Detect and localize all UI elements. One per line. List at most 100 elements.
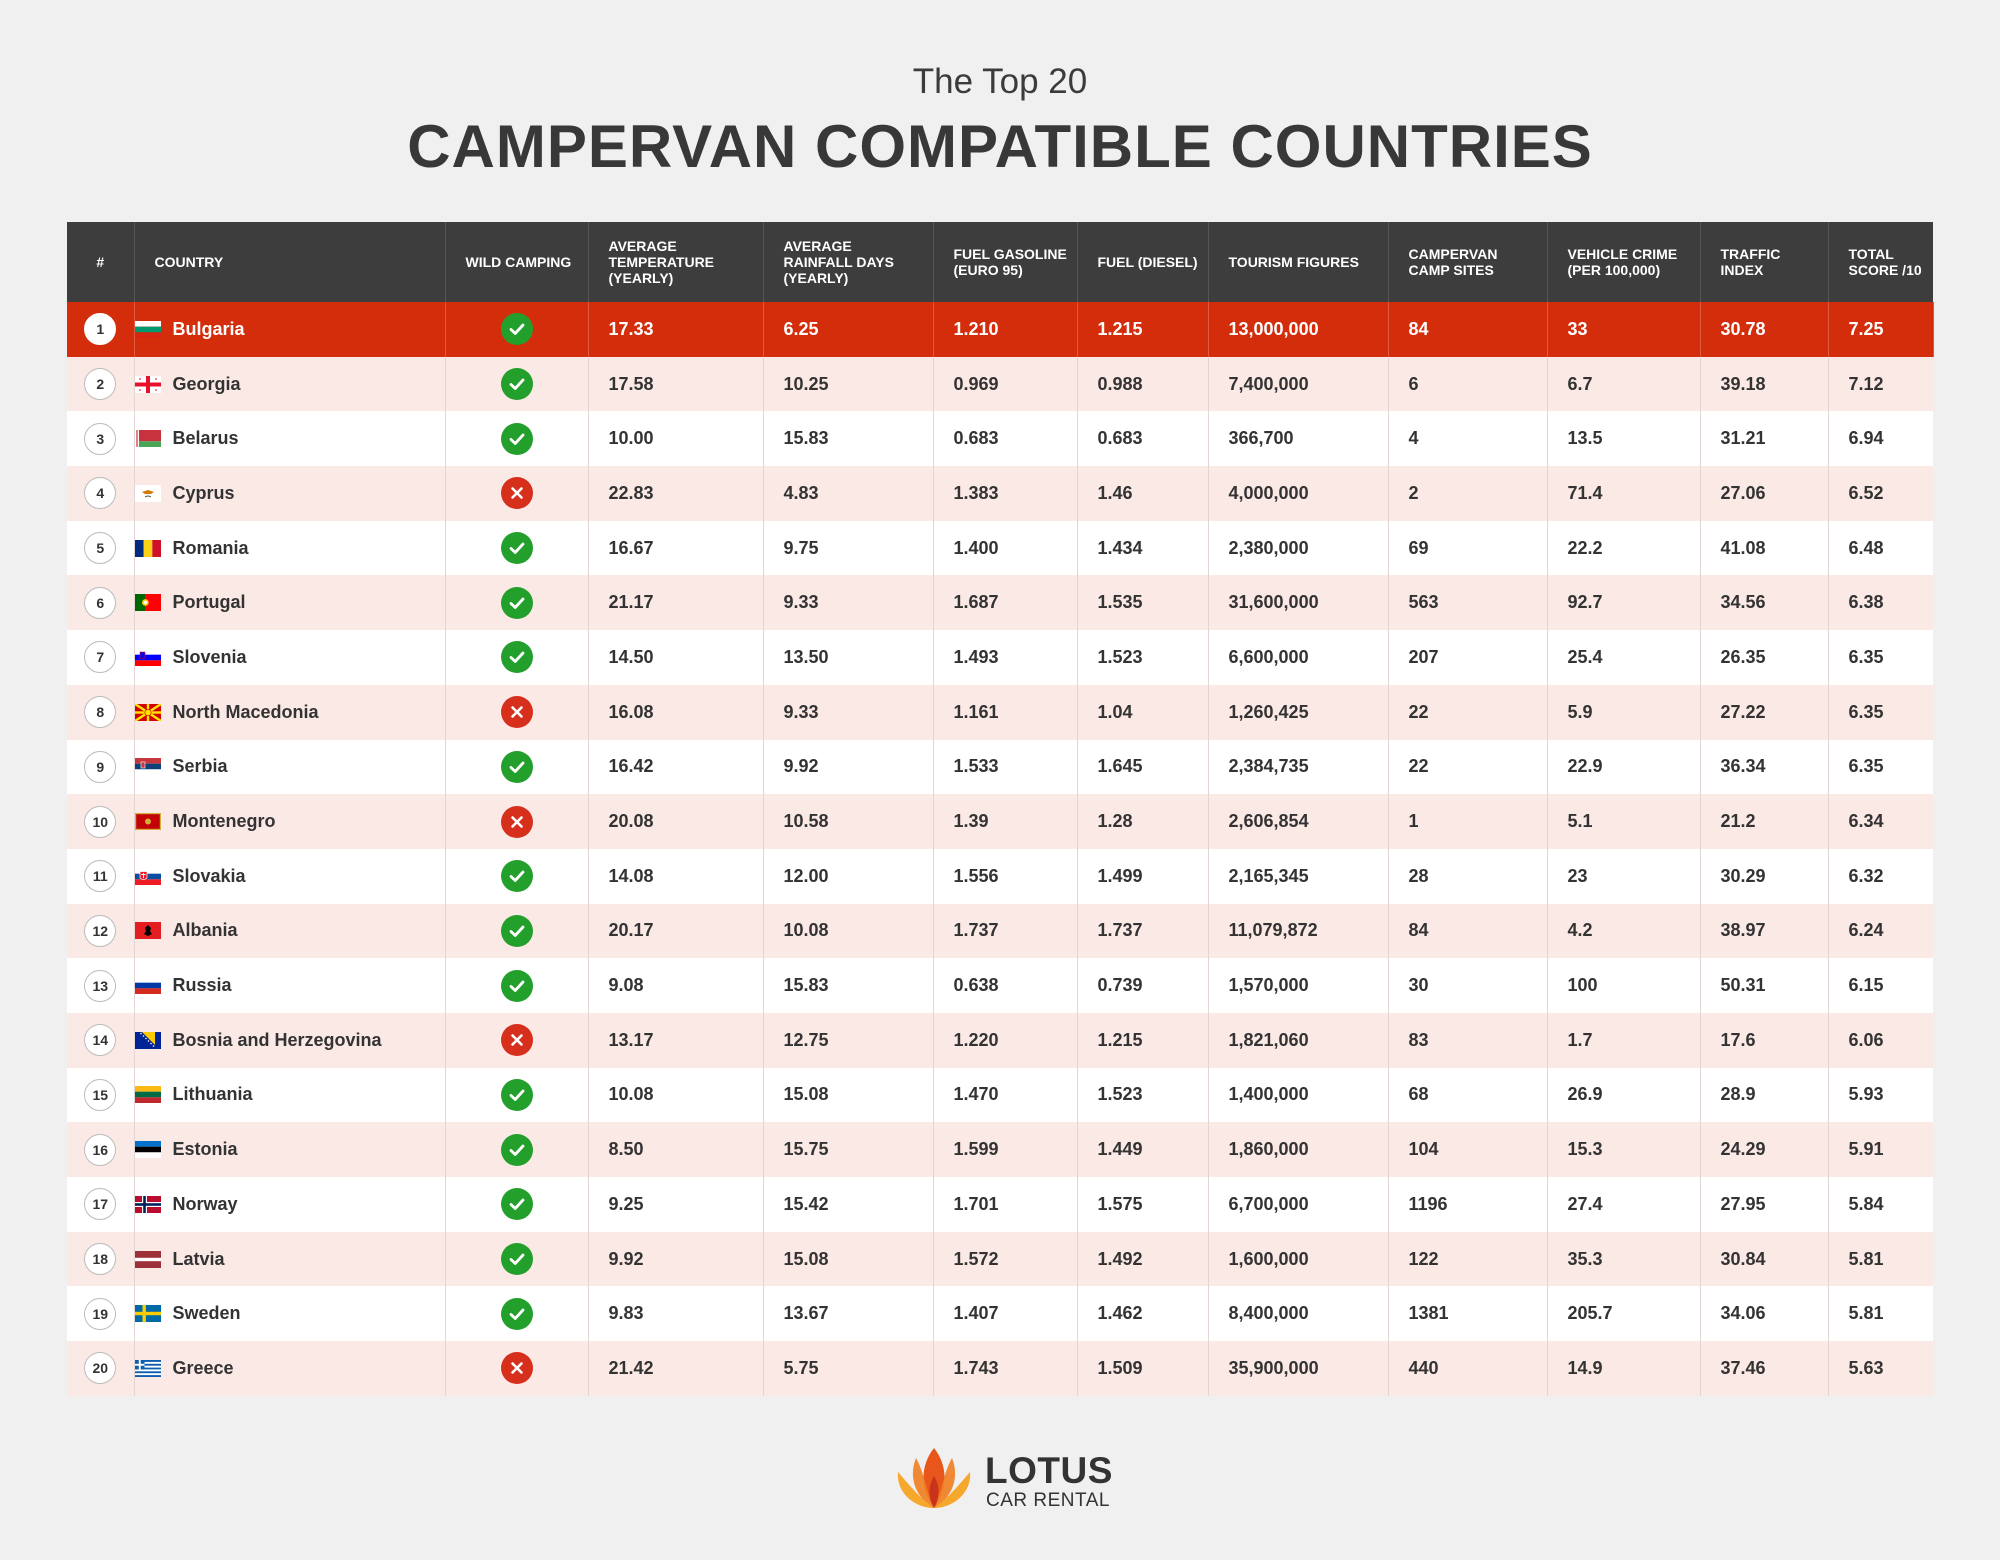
fuel-diesel-cell: 1.575 xyxy=(1077,1177,1209,1232)
country-cell: North Macedonia xyxy=(134,684,446,740)
camp-sites-cell: 563 xyxy=(1388,575,1548,631)
country-name: Norway xyxy=(172,1193,238,1214)
page-title: CAMPERVAN COMPATIBLE COUNTRIES xyxy=(407,113,1593,180)
camp-sites-cell: 207 xyxy=(1388,630,1548,685)
vehicle-crime-cell: 14.9 xyxy=(1547,1341,1701,1396)
country-name: Georgia xyxy=(172,373,241,394)
vehicle-crime-cell: 25.4 xyxy=(1547,630,1701,685)
cross-icon xyxy=(500,1352,533,1385)
traffic-index-cell: 34.56 xyxy=(1700,575,1829,631)
col-header-traffic-index: TRAFFIC INDEX xyxy=(1700,222,1829,302)
fuel-diesel-cell: 1.492 xyxy=(1077,1231,1209,1287)
rank-cell: 20 xyxy=(67,1341,135,1396)
lotus-logo: LOTUS CAR RENTAL xyxy=(890,1446,1120,1512)
fuel-diesel-cell: 1.449 xyxy=(1077,1122,1209,1177)
table-header-row: # COUNTRY WILD CAMPING AVERAGE TEMPERATU… xyxy=(67,222,1933,302)
wild-camping-cell xyxy=(445,739,589,795)
country-name: Sweden xyxy=(172,1303,241,1324)
tourism-cell: 2,165,345 xyxy=(1208,848,1389,904)
avg-temperature-cell: 9.25 xyxy=(588,1177,764,1232)
fuel-diesel-cell: 1.46 xyxy=(1077,466,1209,521)
wild-camping-cell xyxy=(445,630,589,685)
tourism-cell: 31,600,000 xyxy=(1208,575,1389,631)
total-score-cell: 6.52 xyxy=(1848,482,1884,503)
camp-sites-cell: 22 xyxy=(1388,684,1548,740)
camp-sites-cell: 68 xyxy=(1388,1067,1548,1123)
traffic-index-cell: 28.9 xyxy=(1700,1067,1829,1123)
traffic-index-cell: 27.06 xyxy=(1700,466,1829,521)
tourism-cell: 366,700 xyxy=(1208,411,1389,467)
fuel-gasoline-cell: 1.161 xyxy=(933,684,1078,740)
country-cell: Sweden xyxy=(134,1286,446,1342)
vehicle-crime-cell: 33 xyxy=(1547,302,1701,357)
table-row: 9 Serbia 16.42 9.92 1.533 1.645 2,384,735 22 22.… xyxy=(67,739,1933,795)
check-icon xyxy=(500,313,533,346)
country-cell: Albania xyxy=(134,903,446,959)
camp-sites-cell: 28 xyxy=(1388,848,1548,904)
traffic-index-cell: 21.2 xyxy=(1700,794,1829,849)
country-name: Greece xyxy=(172,1357,234,1378)
fuel-diesel-cell: 1.434 xyxy=(1077,520,1209,576)
avg-rainfall-cell: 9.33 xyxy=(763,575,934,631)
col-header-country: COUNTRY xyxy=(134,222,446,302)
tourism-cell: 1,260,425 xyxy=(1208,684,1389,740)
country-cell: Georgia xyxy=(134,356,446,412)
fuel-diesel-cell: 1.499 xyxy=(1077,848,1209,904)
vehicle-crime-cell: 23 xyxy=(1547,848,1701,904)
rank-badge: 6 xyxy=(84,586,117,619)
camp-sites-cell: 84 xyxy=(1388,903,1548,959)
avg-temperature-cell: 21.17 xyxy=(588,575,764,631)
rank-badge: 15 xyxy=(84,1078,117,1111)
check-icon xyxy=(500,586,533,619)
total-score-cell: 6.24 xyxy=(1848,920,1884,941)
vehicle-crime-cell: 205.7 xyxy=(1547,1286,1701,1342)
wild-camping-cell xyxy=(445,1122,589,1177)
traffic-index-cell: 39.18 xyxy=(1700,356,1829,412)
vehicle-crime-cell: 35.3 xyxy=(1547,1231,1701,1287)
traffic-index-cell: 37.46 xyxy=(1700,1341,1829,1396)
fuel-diesel-cell: 1.215 xyxy=(1077,1012,1209,1068)
rank-badge: 8 xyxy=(84,696,117,729)
cy-flag-icon xyxy=(134,484,161,502)
camp-sites-cell: 1 xyxy=(1388,794,1548,849)
rank-badge: 18 xyxy=(84,1243,117,1276)
fuel-gasoline-cell: 1.407 xyxy=(933,1286,1078,1342)
country-name: Bulgaria xyxy=(172,318,245,339)
col-header-camp-sites: CAMPERVAN CAMP SITES xyxy=(1388,222,1548,302)
traffic-index-cell: 30.84 xyxy=(1700,1231,1829,1287)
avg-rainfall-cell: 12.00 xyxy=(763,848,934,904)
table-row: 1 Bulgaria 17.33 6.25 1.210 1.215 13,000,000 84… xyxy=(67,302,1934,357)
rank-badge: 4 xyxy=(84,477,117,510)
fuel-gasoline-cell: 1.556 xyxy=(933,848,1078,904)
rank-badge: 2 xyxy=(84,368,117,401)
tourism-cell: 11,079,872 xyxy=(1208,903,1389,959)
fuel-diesel-cell: 1.215 xyxy=(1077,302,1209,357)
total-score-cell: 6.38 xyxy=(1848,592,1884,613)
check-icon xyxy=(500,1188,533,1221)
rank-cell: 8 xyxy=(67,684,135,740)
lotus-flower-icon xyxy=(897,1448,971,1508)
total-score-cell: 5.81 xyxy=(1848,1248,1884,1269)
lv-flag-icon xyxy=(134,1250,161,1268)
fuel-diesel-cell: 1.535 xyxy=(1077,575,1209,631)
fuel-diesel-cell: 1.645 xyxy=(1077,739,1209,795)
rank-cell: 3 xyxy=(67,411,135,467)
total-score-cell: 6.48 xyxy=(1848,537,1884,558)
table-row: 14 Bosnia and Herzegovina 13.17 12.75 1.220 1… xyxy=(67,1012,1933,1068)
fuel-gasoline-cell: 1.383 xyxy=(933,466,1078,521)
rank-cell: 19 xyxy=(67,1286,135,1342)
fuel-diesel-cell: 1.523 xyxy=(1077,1067,1209,1123)
camp-sites-cell: 22 xyxy=(1388,739,1548,795)
fuel-gasoline-cell: 1.743 xyxy=(933,1341,1078,1396)
country-cell: Latvia xyxy=(134,1231,446,1287)
wild-camping-cell xyxy=(445,1286,589,1342)
country-name: North Macedonia xyxy=(172,701,319,722)
country-name: Albania xyxy=(172,920,238,941)
tourism-cell: 6,700,000 xyxy=(1208,1177,1389,1232)
rs-flag-icon xyxy=(134,758,161,776)
traffic-index-cell: 34.06 xyxy=(1700,1286,1829,1342)
rank-badge: 3 xyxy=(84,422,117,455)
tourism-cell: 2,380,000 xyxy=(1208,520,1389,576)
col-header-tourism: TOURISM FIGURES xyxy=(1208,222,1389,302)
rank-badge: 20 xyxy=(84,1352,117,1385)
